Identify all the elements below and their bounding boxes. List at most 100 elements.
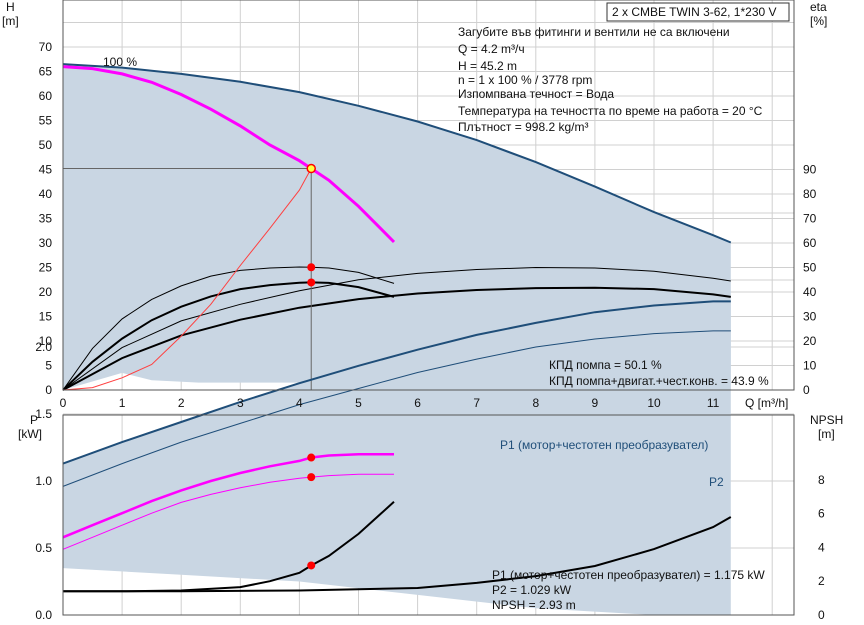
x-tick-label: 1	[119, 396, 126, 410]
p1-curve-label: P1 (мотор+честотен преобразувател)	[500, 438, 708, 452]
y-right-tick-label: 70	[803, 212, 817, 226]
p-tick-label: 2.0	[35, 340, 52, 354]
eta-total-marker	[307, 278, 316, 287]
bottom-envelope-area	[63, 301, 731, 615]
p1-duty-curve	[62, 452, 394, 539]
x-tick-label: 9	[592, 396, 599, 410]
p-tick-label: 0.0	[35, 608, 52, 622]
info-line: n = 1 x 100 % / 3778 rpm	[458, 73, 592, 87]
y-left-tick-label: 65	[39, 65, 53, 79]
duty-info: Загубите във фитинги и вентили не са вкл…	[458, 25, 763, 134]
info-line: Q = 4.2 m³/ч	[458, 42, 525, 56]
npsh-tick-label: 4	[818, 540, 825, 554]
npsh-duty-curve	[63, 501, 395, 593]
y-left-tick-label: 10	[39, 334, 53, 348]
y-left-tick-label: 60	[39, 89, 53, 103]
npsh-tick-label: 6	[818, 507, 825, 521]
y-left-tick-label: 50	[39, 138, 53, 152]
bottom-left-axis-unit: [kW]	[18, 427, 42, 441]
p-tick-label: 1.5	[35, 407, 52, 421]
power-envelope	[63, 301, 731, 615]
p2-marker	[307, 473, 316, 482]
y-right-tick-label: 30	[803, 310, 817, 324]
x-tick-label: 5	[355, 396, 362, 410]
efficiency-line: КПД помпа = 50.1 %	[549, 358, 662, 372]
x-tick-label: 4	[296, 396, 303, 410]
p2-curve-label: P2	[709, 475, 724, 489]
duty-speed-curve	[62, 65, 396, 244]
axis-tick-labels: 0510152025303540455055606570010203040506…	[35, 40, 825, 622]
y-right-tick-label: 90	[803, 163, 817, 177]
p-tick-label: 1.0	[35, 474, 52, 488]
top-right-axis-unit: [%]	[810, 14, 827, 28]
efficiency-line: КПД помпа+двигат.+чест.конв. = 43.9 %	[549, 374, 769, 388]
bottom-right-axis-unit: [m]	[818, 427, 835, 441]
y-left-tick-label: 5	[45, 359, 52, 373]
y-left-tick-label: 40	[39, 187, 53, 201]
duty-point-marker	[306, 163, 316, 174]
pump-name: 2 x CMBE TWIN 3-62, 1*230 V	[612, 5, 777, 19]
y-left-tick-label: 70	[39, 40, 53, 54]
operating-envelope	[63, 64, 731, 390]
duty-point-markers	[306, 163, 316, 570]
y-right-tick-label: 40	[803, 285, 817, 299]
x-tick-label: 10	[647, 396, 661, 410]
p2-duty-curve	[62, 473, 394, 550]
top-plot-frame	[62, 0, 795, 391]
y-right-tick-label: 20	[803, 334, 817, 348]
y-left-tick-label: 55	[39, 114, 53, 128]
y-left-tick-label: 0	[45, 383, 52, 397]
npsh-tick-label: 0	[818, 608, 825, 622]
system-curve	[62, 168, 312, 391]
p1-max-curve	[62, 300, 731, 465]
top-envelope-area	[63, 64, 731, 390]
y-left-tick-label: 20	[39, 285, 53, 299]
p-tick-label: 0.5	[35, 541, 52, 555]
x-tick-label: 2	[178, 396, 185, 410]
result-line: NPSH = 2.93 m	[492, 598, 576, 612]
info-line: Загубите във фитинги и вентили не са вкл…	[458, 25, 730, 39]
x-tick-label: 6	[414, 396, 421, 410]
info-line: H = 45.2 m	[458, 59, 517, 73]
npsh-max-curve	[63, 516, 732, 593]
top-left-axis-unit: [m]	[2, 14, 19, 28]
info-line: Температура на течността по време на раб…	[458, 104, 763, 118]
y-right-tick-label: 10	[803, 359, 817, 373]
max-speed-curve	[62, 63, 732, 244]
y-right-tick-label: 0	[803, 383, 810, 397]
y-left-tick-label: 25	[39, 261, 53, 275]
x-tick-label: 0	[60, 396, 67, 410]
top-right-axis-title: eta	[810, 0, 827, 14]
efficiency-info: КПД помпа = 50.1 % КПД помпа+двигат.+чес…	[549, 358, 769, 388]
bottom-right-axis-title: NPSH	[810, 413, 843, 427]
p2-max-curve	[62, 330, 731, 487]
x-tick-label: 8	[532, 396, 539, 410]
y-left-tick-label: 15	[39, 310, 53, 324]
npsh-marker	[307, 561, 316, 570]
x-tick-label: 7	[473, 396, 480, 410]
bottom-left-axis-title: P	[30, 413, 38, 427]
x-axis-label: Q [m³/h]	[745, 396, 788, 410]
y-right-tick-label: 80	[803, 187, 817, 201]
eta-max-pump-curve	[62, 266, 731, 391]
speed-label: 100 %	[103, 55, 137, 69]
y-right-tick-label: 60	[803, 236, 817, 250]
top-left-axis-title: H	[6, 0, 15, 14]
result-line: P2 = 1.029 kW	[492, 583, 572, 597]
npsh-tick-label: 8	[818, 473, 825, 487]
info-line: Изпомпвана течност = Вода	[458, 87, 614, 101]
result-line: P1 (мотор+честотен преобразувател) = 1.1…	[492, 568, 765, 582]
npsh-tick-label: 2	[818, 574, 825, 588]
y-left-tick-label: 30	[39, 236, 53, 250]
x-tick-label: 11	[707, 396, 720, 410]
x-tick-label: 3	[237, 396, 244, 410]
info-line: Плътност = 998.2 kg/m³	[458, 120, 588, 134]
y-left-tick-label: 45	[39, 163, 53, 177]
eta-total-curve	[62, 281, 395, 391]
y-left-tick-label: 35	[39, 212, 53, 226]
y-right-tick-label: 50	[803, 261, 817, 275]
bottom-chart-curves	[62, 300, 732, 593]
bottom-plot-frame	[62, 414, 795, 616]
eta-pump-curve	[62, 266, 395, 391]
